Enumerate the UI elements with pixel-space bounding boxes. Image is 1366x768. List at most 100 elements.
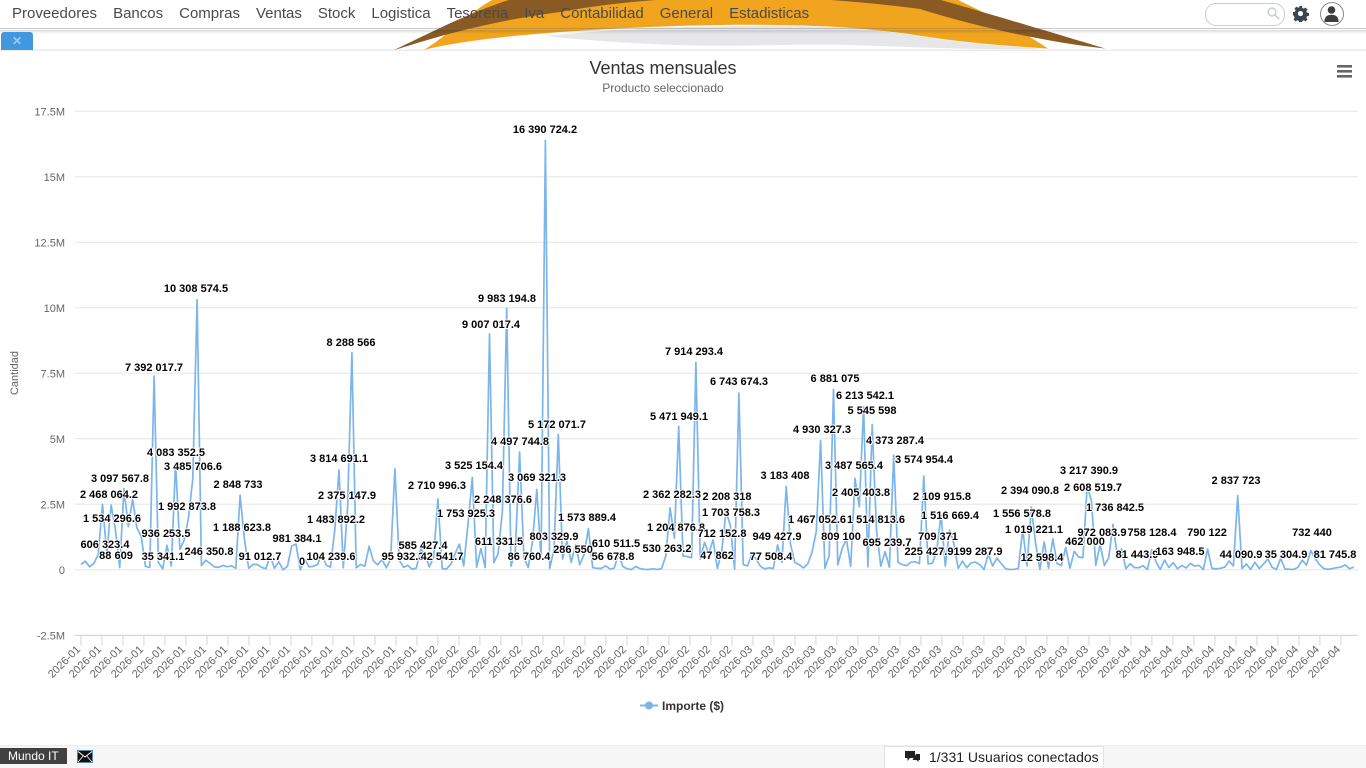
svg-text:1 188 623.8: 1 188 623.8 (213, 522, 271, 534)
svg-text:16 390 724.2: 16 390 724.2 (513, 124, 577, 136)
svg-text:12.5M: 12.5M (34, 237, 65, 249)
svg-text:2 848 733: 2 848 733 (214, 479, 263, 491)
svg-text:8 288 566: 8 288 566 (327, 337, 376, 349)
svg-text:9 983 194.8: 9 983 194.8 (478, 293, 536, 305)
svg-text:1 019 221.1: 1 019 221.1 (1005, 524, 1063, 536)
svg-text:35 304.9: 35 304.9 (1265, 549, 1308, 561)
svg-text:44 090.9: 44 090.9 (1220, 549, 1263, 561)
svg-text:12 598.4: 12 598.4 (1021, 552, 1065, 564)
svg-text:1 516 669.4: 1 516 669.4 (921, 510, 980, 522)
svg-text:246 350.8: 246 350.8 (185, 546, 234, 558)
svg-text:1 753 925.3: 1 753 925.3 (437, 508, 495, 520)
svg-text:9 007 017.4: 9 007 017.4 (462, 319, 521, 331)
svg-text:7.5M: 7.5M (41, 368, 65, 380)
svg-text:6 881 075: 6 881 075 (811, 373, 860, 385)
svg-text:809 100: 809 100 (821, 531, 861, 543)
svg-text:1 483 892.2: 1 483 892.2 (307, 514, 365, 526)
svg-text:91 012.7: 91 012.7 (239, 551, 282, 563)
svg-text:3 485 706.6: 3 485 706.6 (164, 461, 222, 473)
svg-text:-2.5M: -2.5M (37, 630, 65, 642)
svg-text:790 122: 790 122 (1187, 527, 1227, 539)
svg-text:611 331.5: 611 331.5 (475, 536, 523, 548)
svg-text:732 440: 732 440 (1292, 527, 1332, 539)
svg-text:88 609: 88 609 (99, 550, 133, 562)
svg-text:803 329.9: 803 329.9 (530, 531, 579, 543)
svg-text:199 287.9: 199 287.9 (954, 546, 1003, 558)
svg-text:2 405 403.8: 2 405 403.8 (832, 487, 890, 499)
svg-text:2 248 376.6: 2 248 376.6 (474, 494, 532, 506)
svg-text:86 760.4: 86 760.4 (508, 551, 552, 563)
svg-text:1 534 296.6: 1 534 296.6 (83, 513, 141, 525)
svg-text:7 392 017.7: 7 392 017.7 (125, 362, 183, 374)
svg-text:2 468 064.2: 2 468 064.2 (80, 489, 138, 501)
svg-text:2.5M: 2.5M (41, 499, 65, 511)
svg-text:1 467 052.6: 1 467 052.6 (788, 514, 846, 526)
svg-text:15M: 15M (44, 172, 65, 184)
svg-text:758 128.4: 758 128.4 (1128, 527, 1178, 539)
svg-text:104 239.6: 104 239.6 (307, 551, 356, 563)
svg-text:5 172 071.7: 5 172 071.7 (528, 419, 586, 431)
svg-text:42 541.7: 42 541.7 (421, 551, 464, 563)
svg-text:2 710 996.3: 2 710 996.3 (408, 480, 466, 492)
svg-text:712 152.8: 712 152.8 (698, 528, 747, 540)
svg-text:95 932.3: 95 932.3 (382, 551, 425, 563)
svg-text:585 427.4: 585 427.4 (399, 540, 449, 552)
svg-text:2 837 723: 2 837 723 (1212, 475, 1261, 487)
svg-text:709 371: 709 371 (918, 531, 958, 543)
svg-text:3 525 154.4: 3 525 154.4 (445, 460, 504, 472)
svg-text:3 183 408: 3 183 408 (761, 470, 810, 482)
svg-text:1 573 889.4: 1 573 889.4 (558, 512, 617, 524)
svg-text:3 069 321.3: 3 069 321.3 (508, 472, 566, 484)
svg-text:972 083.9: 972 083.9 (1078, 527, 1127, 539)
svg-text:81 443.9: 81 443.9 (1116, 549, 1159, 561)
svg-text:81 745.8: 81 745.8 (1314, 549, 1357, 561)
svg-text:163 948.5: 163 948.5 (1156, 546, 1205, 558)
svg-text:3 487 565.4: 3 487 565.4 (825, 460, 884, 472)
svg-text:462 000: 462 000 (1065, 536, 1105, 548)
svg-text:6 743 674.3: 6 743 674.3 (710, 376, 768, 388)
svg-text:936 253.5: 936 253.5 (142, 528, 191, 540)
svg-text:949 427.9: 949 427.9 (753, 531, 802, 543)
svg-text:10 308 574.5: 10 308 574.5 (164, 283, 228, 295)
svg-text:17.5M: 17.5M (34, 106, 65, 118)
svg-text:4 930 327.3: 4 930 327.3 (793, 424, 851, 436)
svg-text:Cantidad: Cantidad (9, 351, 21, 395)
svg-text:56 678.8: 56 678.8 (592, 551, 635, 563)
svg-text:2 394 090.8: 2 394 090.8 (1001, 485, 1059, 497)
svg-text:4 497 744.8: 4 497 744.8 (491, 436, 549, 448)
svg-text:1 204 876.8: 1 204 876.8 (647, 522, 705, 534)
svg-text:5 545 598: 5 545 598 (848, 405, 897, 417)
svg-text:35 341.1: 35 341.1 (142, 551, 185, 563)
svg-text:Ventas mensuales: Ventas mensuales (589, 58, 736, 78)
svg-text:1 514 813.6: 1 514 813.6 (847, 514, 905, 526)
svg-text:610 511.5: 610 511.5 (592, 538, 640, 550)
svg-text:6 213 542.1: 6 213 542.1 (836, 390, 894, 402)
svg-text:2 208 318: 2 208 318 (703, 491, 752, 503)
svg-text:0: 0 (299, 556, 305, 568)
svg-text:225 427.9: 225 427.9 (905, 546, 954, 558)
svg-text:981 384.1: 981 384.1 (273, 533, 322, 545)
svg-text:1 736 842.5: 1 736 842.5 (1086, 502, 1144, 514)
svg-text:695 239.7: 695 239.7 (863, 537, 912, 549)
svg-text:2 608 519.7: 2 608 519.7 (1064, 482, 1122, 494)
svg-text:7 914 293.4: 7 914 293.4 (665, 346, 724, 358)
svg-text:2 362 282.3: 2 362 282.3 (643, 489, 701, 501)
svg-text:3 574 954.4: 3 574 954.4 (895, 454, 954, 466)
svg-text:3 217 390.9: 3 217 390.9 (1060, 465, 1118, 477)
svg-text:1 992 873.8: 1 992 873.8 (158, 501, 216, 513)
svg-text:77 508.4: 77 508.4 (750, 551, 794, 563)
svg-text:3 814 691.1: 3 814 691.1 (310, 453, 368, 465)
svg-text:530 263.2: 530 263.2 (643, 543, 692, 555)
svg-text:Importe ($): Importe ($) (662, 699, 724, 713)
svg-text:1 556 578.8: 1 556 578.8 (993, 508, 1051, 520)
svg-text:286 550: 286 550 (553, 544, 593, 556)
svg-text:Producto seleccionado: Producto seleccionado (602, 81, 724, 95)
svg-text:10M: 10M (44, 303, 65, 315)
svg-text:4 083 352.5: 4 083 352.5 (147, 447, 205, 459)
svg-text:5 471 949.1: 5 471 949.1 (650, 411, 708, 423)
svg-text:4 373 287.4: 4 373 287.4 (866, 435, 925, 447)
svg-text:5M: 5M (50, 434, 65, 446)
svg-text:3 097 567.8: 3 097 567.8 (91, 473, 149, 485)
svg-text:1 703 758.3: 1 703 758.3 (702, 507, 760, 519)
svg-text:2 375 147.9: 2 375 147.9 (318, 490, 376, 502)
